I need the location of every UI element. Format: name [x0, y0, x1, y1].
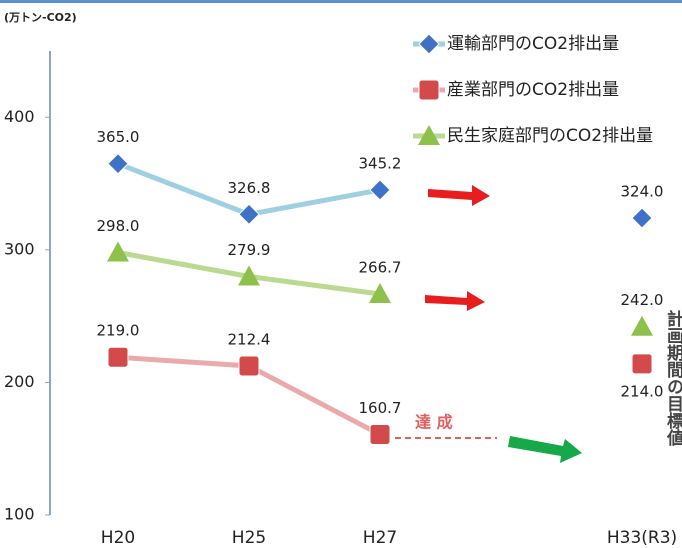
y-tick-label: 200	[4, 372, 35, 391]
data-point	[107, 346, 129, 368]
data-label: 326.8	[228, 179, 271, 197]
data-label: 324.0	[621, 183, 664, 201]
y-tick-label: 100	[4, 505, 35, 524]
data-label: 266.7	[359, 259, 402, 277]
legend-label: 産業部門のCO2排出量	[447, 80, 619, 100]
y-axis-label: (万トン-CO2)	[4, 11, 77, 24]
data-label: 345.2	[359, 154, 402, 172]
target-note: 計画期間の目標値	[663, 309, 682, 447]
data-point	[369, 283, 391, 304]
arrow	[425, 291, 485, 311]
arrow	[508, 436, 582, 463]
data-point	[631, 315, 653, 336]
data-label: 214.0	[621, 382, 664, 400]
data-point	[238, 203, 260, 226]
legend-marker	[418, 125, 440, 145]
y-tick-label: 400	[4, 107, 35, 126]
arrow	[428, 185, 490, 206]
data-point	[631, 353, 653, 375]
achievement-label: 達 成	[415, 413, 453, 432]
x-tick-label: H25	[232, 528, 266, 548]
x-tick-label: H27	[363, 528, 397, 548]
y-tick-label: 300	[4, 239, 35, 258]
data-point	[369, 424, 391, 446]
data-point	[238, 265, 260, 286]
top-border	[0, 0, 682, 3]
data-point	[369, 179, 391, 201]
legend-label: 民生家庭部門のCO2排出量	[447, 126, 653, 146]
data-label: 365.0	[97, 128, 140, 146]
x-tick-label: H33(R3)	[607, 528, 677, 548]
data-label: 242.0	[621, 291, 664, 309]
data-label: 219.0	[97, 322, 140, 340]
data-point	[107, 241, 129, 262]
data-point	[631, 207, 653, 229]
data-label: 298.0	[97, 217, 140, 235]
data-label: 279.9	[228, 241, 271, 259]
x-tick-label: H20	[101, 528, 135, 548]
data-label: 212.4	[228, 330, 271, 348]
legend-marker	[418, 33, 440, 55]
legend-label: 運輸部門のCO2排出量	[447, 34, 619, 54]
legend-marker	[418, 79, 440, 101]
data-point	[107, 152, 129, 175]
data-point	[238, 355, 260, 377]
data-label: 160.7	[359, 399, 402, 417]
